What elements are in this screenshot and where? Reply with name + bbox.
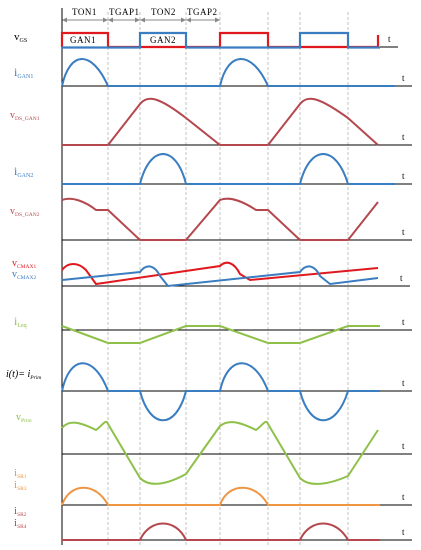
label-v-prim: vPrim: [16, 412, 32, 424]
label-i-gan1: iGAN1: [14, 65, 33, 80]
label-v-cmax2: vCMAX2: [12, 269, 37, 281]
phase-label-ton1: TON1: [72, 7, 97, 17]
trace-v-cmax1: [61, 261, 379, 286]
label-v-ds-gan2: vDS_GAN2: [10, 206, 40, 218]
label-i-sr2: iSR2: [14, 505, 27, 518]
trace-v-ds-gan1: [62, 97, 379, 146]
time-axis-label: t: [402, 317, 405, 327]
trace-v-ds-gan2: [61, 197, 379, 241]
trace-i-sr1-sr3: [61, 486, 380, 506]
label-i-gan2: iGAN2: [14, 164, 33, 179]
time-axis-label: t: [402, 441, 405, 451]
signal-labels: vGS iGAN1 vDS_GAN1 iGAN2 vDS_GAN2 vCMAX1…: [6, 31, 41, 530]
time-axis-label: t: [388, 34, 391, 44]
time-axes: t t t t t t t t t t t: [62, 34, 412, 541]
time-division-lines: [107, 12, 349, 545]
time-axis-label: t: [402, 378, 405, 388]
label-i-leq: iLeq: [14, 314, 27, 329]
gate-trace-gan1: [60, 31, 380, 49]
trace-i-prim: [61, 362, 380, 422]
label-v-cmax1: vCMAX1: [12, 258, 37, 270]
phase-intervals: TON1 TGAP1 TON2 TGAP2: [62, 7, 220, 23]
trace-i-gan1: [61, 58, 395, 87]
phase-label-ton2: TON2: [151, 7, 176, 17]
gate-label-gan1: GAN1: [70, 35, 96, 45]
label-i-prim: i(t)= iPrim: [6, 369, 41, 381]
trace-v-prim: [61, 420, 379, 485]
phase-label-tgap1: TGAP1: [109, 7, 140, 17]
waveform-traces: GAN1 GAN2: [60, 31, 395, 541]
label-i-sr1: iSR1: [14, 467, 27, 480]
time-axis-label: t: [402, 227, 405, 237]
trace-i-leq: [61, 325, 380, 344]
gate-label-gan2: GAN2: [150, 35, 176, 45]
time-axis-label: t: [402, 171, 405, 181]
label-v-gs: vGS: [14, 31, 27, 44]
phase-label-tgap2: TGAP2: [187, 7, 218, 17]
time-axis-label: t: [402, 492, 405, 502]
label-i-sr4: iSR4: [14, 517, 27, 530]
time-axis-label: t: [400, 273, 403, 283]
time-axis-label: t: [402, 132, 405, 142]
trace-i-gan2: [62, 153, 395, 185]
trace-v-cmax2: [61, 265, 379, 288]
label-i-sr3: iSR3: [14, 479, 27, 492]
label-v-ds-gan1: vDS_GAN1: [10, 110, 40, 122]
trace-i-sr2-sr4: [62, 522, 380, 541]
time-axis-label: t: [402, 527, 405, 537]
gate-trace-gan2: [62, 31, 380, 49]
time-axis-label: t: [402, 73, 405, 83]
